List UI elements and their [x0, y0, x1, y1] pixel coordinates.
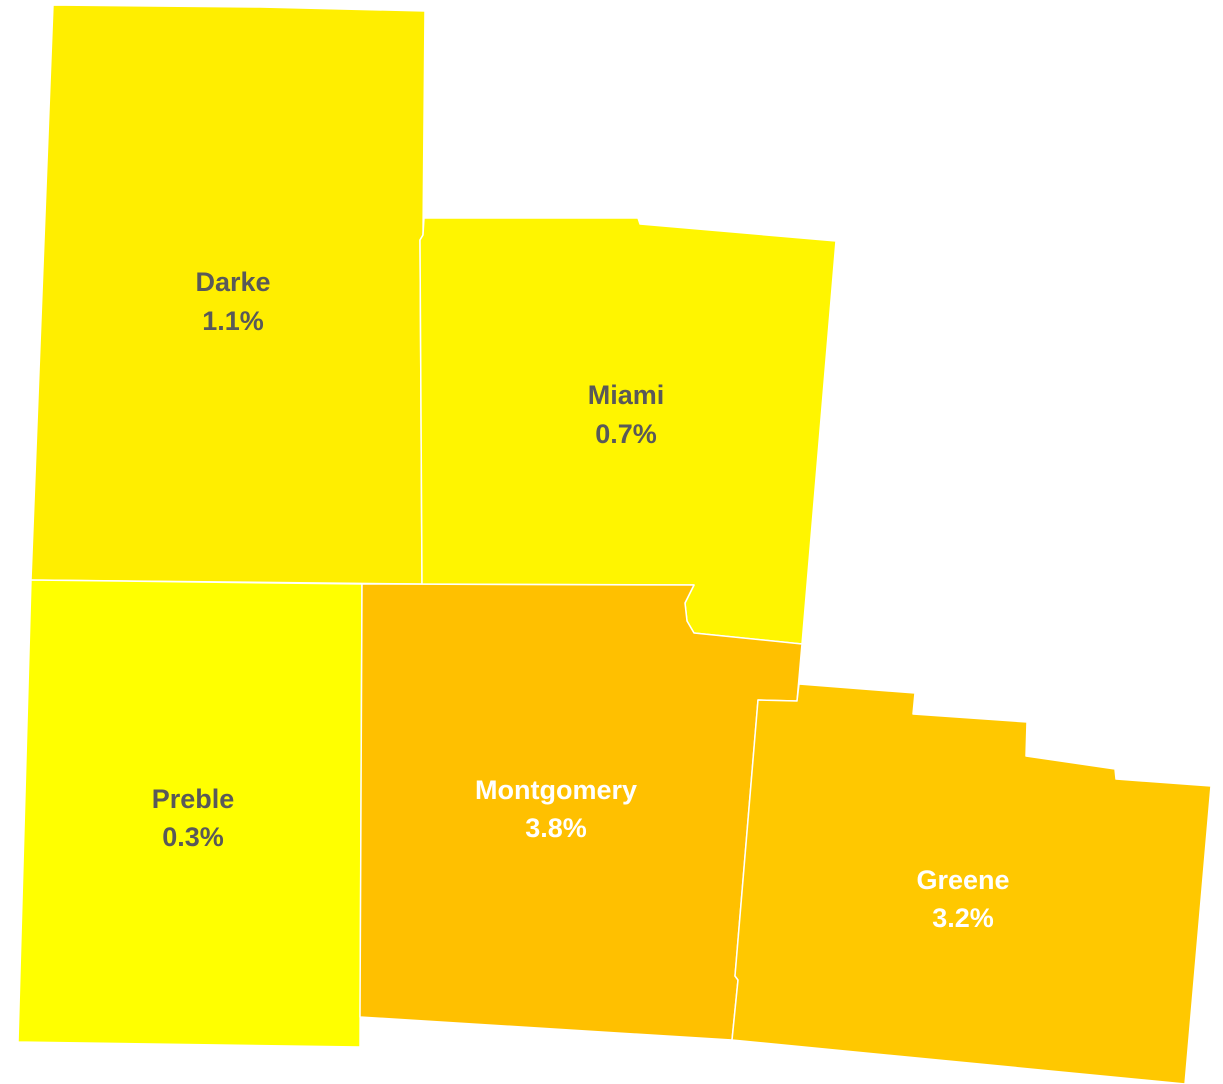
county-value-preble: 0.3% [162, 822, 224, 852]
county-name-preble: Preble [152, 784, 235, 814]
label-darke: Darke 1.1% [195, 267, 270, 336]
county-value-miami: 0.7% [595, 419, 657, 449]
label-miami: Miami 0.7% [588, 380, 665, 449]
county-value-greene: 3.2% [932, 903, 994, 933]
label-greene: Greene 3.2% [916, 865, 1009, 933]
label-preble: Preble 0.3% [152, 784, 235, 852]
county-greene[interactable] [731, 683, 1212, 1084]
county-value-montgomery: 3.8% [525, 813, 587, 843]
county-name-darke: Darke [195, 267, 270, 297]
county-value-darke: 1.1% [202, 306, 264, 336]
county-preble[interactable] [17, 579, 363, 1048]
county-name-greene: Greene [916, 865, 1009, 895]
label-montgomery: Montgomery 3.8% [475, 775, 637, 843]
county-name-montgomery: Montgomery [475, 775, 637, 805]
county-name-miami: Miami [588, 380, 665, 410]
